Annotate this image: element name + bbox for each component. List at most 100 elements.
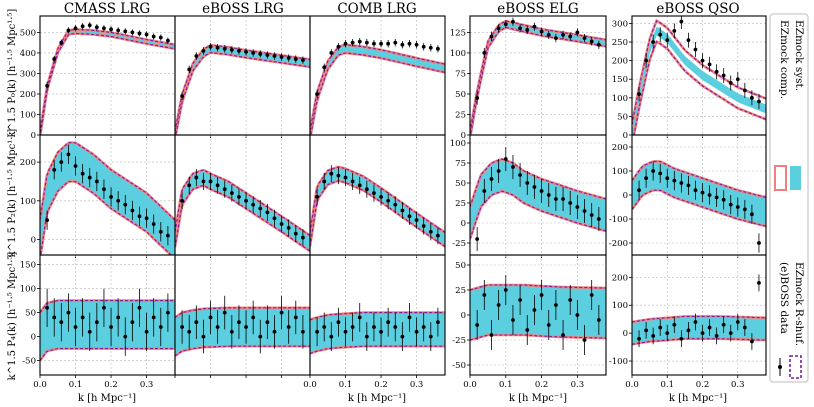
data-marker	[222, 310, 227, 315]
data-marker	[596, 42, 601, 47]
data-marker	[300, 235, 305, 240]
syst-band	[470, 159, 606, 239]
data-point	[237, 47, 241, 55]
data-point	[414, 41, 419, 49]
y-tick-label: 100	[20, 197, 36, 207]
data-point	[45, 288, 50, 327]
data-point	[665, 32, 670, 48]
data-point	[665, 324, 670, 342]
data-point	[644, 321, 649, 339]
data-marker	[482, 189, 487, 193]
data-point	[546, 30, 551, 39]
data-point	[421, 312, 426, 342]
data-marker	[728, 202, 733, 207]
data-point	[757, 94, 761, 109]
data-point	[511, 17, 515, 26]
data-point	[582, 325, 587, 355]
data-marker	[87, 329, 92, 334]
data-marker	[539, 29, 544, 34]
data-marker	[244, 198, 248, 203]
panel-eboss-lrg-l2	[174, 134, 311, 258]
data-point	[386, 40, 391, 48]
data-marker	[707, 62, 712, 67]
syst-band	[470, 285, 606, 340]
data-marker	[222, 46, 227, 51]
data-marker	[237, 48, 241, 53]
data-point	[372, 184, 376, 202]
data-point	[364, 322, 369, 351]
data-point	[201, 47, 206, 55]
data-marker	[144, 329, 149, 334]
data-marker	[568, 298, 573, 302]
data-marker	[568, 34, 573, 39]
data-marker	[672, 28, 677, 33]
data-marker	[503, 22, 508, 27]
data-point	[329, 322, 334, 351]
y-tick-label: 300	[20, 69, 36, 79]
data-point	[575, 300, 580, 330]
panel-contents	[175, 295, 310, 357]
data-point	[116, 298, 121, 337]
data-marker	[644, 176, 649, 181]
data-point	[137, 30, 142, 37]
data-point	[707, 56, 712, 72]
data-marker	[518, 298, 523, 302]
data-marker	[45, 218, 50, 223]
data-marker	[742, 207, 747, 212]
data-point	[546, 183, 551, 207]
data-point	[265, 203, 270, 221]
data-marker	[742, 88, 747, 93]
data-marker	[475, 237, 480, 241]
data-point	[582, 34, 587, 43]
data-marker	[553, 303, 558, 307]
data-marker	[511, 165, 515, 169]
data-marker	[679, 336, 684, 341]
data-marker	[414, 42, 419, 47]
data-marker	[393, 40, 398, 45]
data-point	[658, 27, 663, 43]
column-titles: CMASS LRG eBOSS LRG COMB LRG eBOSS ELG e…	[64, 1, 740, 17]
data-point	[568, 285, 573, 315]
data-point	[180, 192, 185, 210]
data-marker	[658, 171, 663, 176]
data-point	[561, 320, 565, 350]
y-tick-label: -100	[609, 357, 628, 367]
panel-frame	[631, 254, 767, 376]
data-marker	[80, 315, 85, 320]
data-marker	[414, 218, 419, 223]
rshuf-upper	[310, 166, 445, 233]
data-point	[539, 179, 544, 203]
rshuf-lower	[470, 27, 606, 135]
panel-frame	[309, 15, 446, 136]
data-marker	[244, 325, 248, 329]
data-point	[80, 298, 85, 337]
data-marker	[364, 187, 369, 192]
data-point	[286, 310, 291, 344]
data-marker	[180, 325, 185, 329]
data-point	[637, 86, 641, 102]
data-point	[532, 175, 537, 199]
data-marker	[407, 214, 412, 219]
data-marker	[546, 323, 551, 327]
data-point	[553, 34, 558, 43]
panel-contents	[175, 43, 310, 135]
data-point	[151, 33, 156, 40]
syst-band	[310, 312, 445, 354]
panel-eboss-lrg-l0	[174, 15, 311, 138]
data-point	[435, 227, 440, 245]
data-marker	[372, 191, 376, 195]
data-marker	[165, 233, 170, 238]
panel-contents	[470, 147, 606, 251]
data-point	[116, 27, 121, 34]
data-marker	[315, 92, 320, 96]
data-point	[180, 91, 185, 101]
data-point	[721, 316, 726, 334]
data-marker	[421, 44, 426, 49]
data-point	[553, 187, 558, 211]
data-marker	[151, 315, 156, 320]
data-point	[94, 171, 99, 192]
data-marker	[258, 334, 263, 339]
data-point	[87, 167, 92, 188]
ylabel-monopole: k^1.5 P₀(k) [h⁻¹·⁵ Mpc¹·⁵]	[7, 9, 18, 138]
